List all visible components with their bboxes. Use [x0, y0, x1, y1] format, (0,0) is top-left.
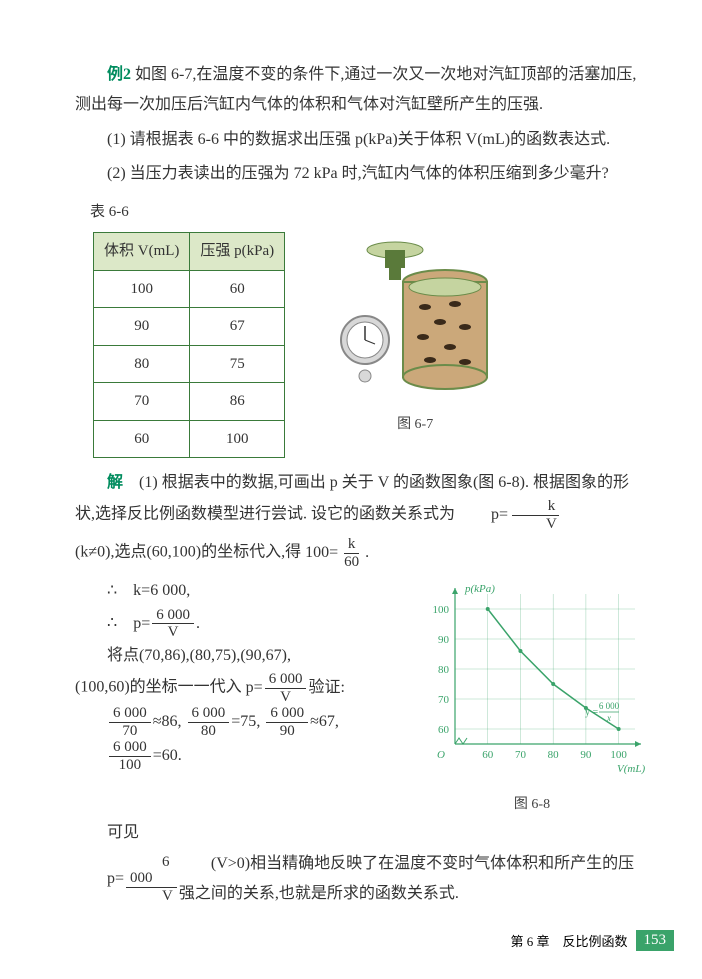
table-cell: 60 [190, 270, 285, 308]
question-1: (1) 请根据表 6-6 中的数据求出压强 p(kPa)关于体积 V(mL)的函… [75, 125, 647, 155]
verify-intro: 将点(70,86),(80,75),(90,67), [107, 641, 397, 671]
eq-p-kv: p=kV [459, 498, 563, 532]
table-label: 表 6-6 [75, 198, 647, 227]
svg-text:100: 100 [433, 604, 450, 616]
svg-text:70: 70 [438, 694, 450, 706]
svg-text:60: 60 [482, 749, 494, 761]
svg-text:60: 60 [438, 724, 450, 736]
table-cell: 60 [94, 420, 190, 458]
example-label: 例2 [107, 66, 131, 83]
solution-line2: (k≠0),选点(60,100)的坐标代入,得 100=k60. [75, 536, 647, 570]
solution-label: 解 [107, 474, 123, 491]
table-header-press: 压强 p(kPa) [190, 233, 285, 271]
svg-text:80: 80 [548, 749, 560, 761]
table-cell: 75 [190, 345, 285, 383]
data-table: 体积 V(mL) 压强 p(kPa) 10060 9067 8075 7086 … [93, 232, 285, 458]
question-2: (2) 当压力表读出的压强为 72 kPa 时,汽缸内气体的体积压缩到多少毫升? [75, 159, 647, 189]
figure-6-8-caption: 图 6-8 [417, 792, 647, 819]
svg-text:80: 80 [438, 664, 450, 676]
page-content: 例2 如图 6-7,在温度不变的条件下,通过一次又一次地对汽缸顶部的活塞加压,测… [75, 60, 647, 910]
page-number: 153 [636, 930, 675, 951]
p-formula: ∴ p=6 000V. [107, 607, 397, 641]
table-cell: 67 [190, 308, 285, 346]
verify-values: 6 00070≈86, 6 00080=75, 6 00090≈67, [107, 705, 397, 739]
svg-text:70: 70 [515, 749, 527, 761]
left-calculations: ∴ k=6 000, ∴ p=6 000V. 将点(70,86),(80,75)… [75, 576, 397, 773]
table-cell: 80 [94, 345, 190, 383]
cylinder-diagram [315, 232, 515, 397]
svg-text:100: 100 [610, 749, 627, 761]
figure-6-7-caption: 图 6-7 [315, 412, 515, 439]
calc-chart-row: ∴ k=6 000, ∴ p=6 000V. 将点(70,86),(80,75)… [75, 576, 647, 818]
verify-last: 6 000100=60. [107, 739, 397, 773]
solution-line1: 解 (1) 根据表中的数据,可画出 p 关于 V 的函数图象(图 6-8). 根… [75, 468, 647, 532]
svg-text:y =: y = [585, 707, 599, 718]
svg-text:90: 90 [580, 749, 592, 761]
svg-text:6 000: 6 000 [599, 701, 620, 711]
page-footer: 第 6 章 反比例函数 153 [510, 930, 674, 951]
example-intro: 例2 如图 6-7,在温度不变的条件下,通过一次又一次地对汽缸顶部的活塞加压,测… [75, 60, 647, 121]
table-header-vol: 体积 V(mL) [94, 233, 190, 271]
table-cell: 100 [94, 270, 190, 308]
table-cell: 70 [94, 383, 190, 421]
svg-text:O: O [437, 749, 445, 761]
figure-6-7: 图 6-7 [315, 232, 515, 439]
svg-text:90: 90 [438, 634, 450, 646]
pressure-volume-chart: 60 70 80 90 100 60 70 80 90 100 p(kPa) V(mL) Oy = 6 … [417, 576, 647, 776]
svg-text:p(kPa): p(kPa) [464, 583, 495, 595]
k-result: ∴ k=6 000, [107, 576, 397, 606]
svg-text:V(mL): V(mL) [617, 763, 645, 775]
table-figure-row: 体积 V(mL) 压强 p(kPa) 10060 9067 8075 7086 … [93, 232, 647, 458]
table-cell: 90 [94, 308, 190, 346]
conclusion: 可见 p=6 000V (V>0)相当精确地反映了在温度不变时气体体积和所产生的… [75, 818, 647, 909]
table-cell: 86 [190, 383, 285, 421]
solution-text2: (k≠0),选点(60,100)的坐标代入,得 [75, 544, 305, 561]
figure-6-8: 60 70 80 90 100 60 70 80 90 100 p(kPa) V(mL) Oy = 6 … [417, 576, 647, 818]
verify-formula: (100,60)的坐标一一代入 p=6 000V验证: [75, 671, 397, 705]
chapter-label: 第 6 章 反比例函数 [510, 931, 627, 950]
table-cell: 100 [190, 420, 285, 458]
svg-text:x: x [606, 713, 611, 723]
eq-substitution: 100=k60. [305, 536, 369, 570]
example-text: 如图 6-7,在温度不变的条件下,通过一次又一次地对汽缸顶部的活塞加压,测出每一… [75, 66, 636, 113]
